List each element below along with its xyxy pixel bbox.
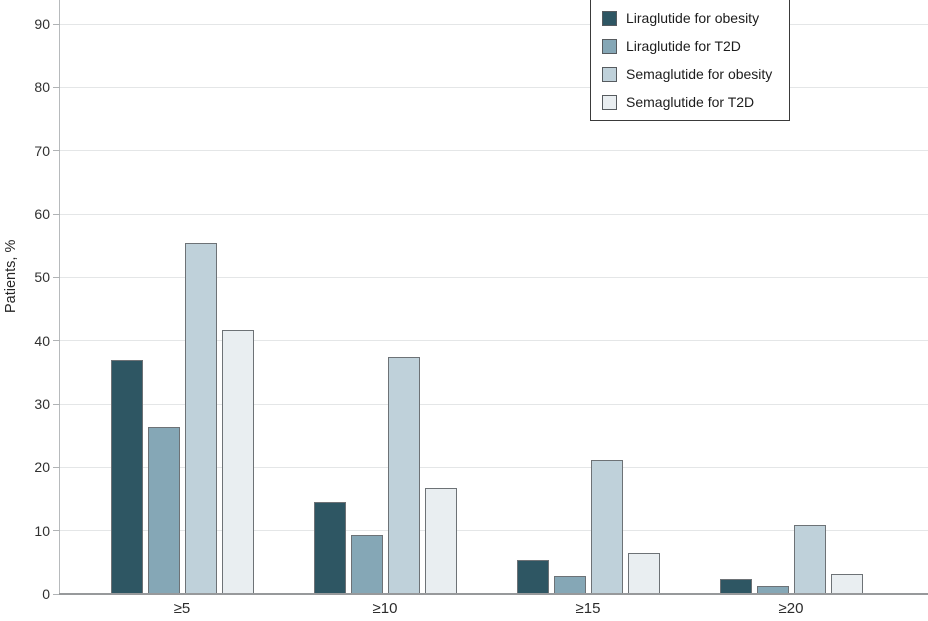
legend-label: Semaglutide for T2D <box>626 94 755 110</box>
y-tick-label: 10 <box>34 522 50 539</box>
legend: Liraglutide for obesity Liraglutide for T… <box>590 0 790 121</box>
y-axis-line <box>58 0 60 594</box>
y-tick-label: 90 <box>34 16 50 32</box>
bar-liraglutide-for-obesity-ge10 <box>313 502 346 594</box>
bar-semaglutide-for-t2d-ge10 <box>424 488 457 594</box>
y-tick-label: 30 <box>34 396 50 412</box>
bar-liraglutide-for-t2d-ge10 <box>350 535 383 594</box>
y-tick-label: 20 <box>34 459 50 476</box>
y-tick-mark <box>53 530 60 532</box>
x-category-label: ≥10 <box>372 600 398 617</box>
bar-liraglutide-for-obesity-ge15 <box>516 560 549 594</box>
gridline <box>60 213 928 215</box>
y-tick-mark <box>53 150 60 152</box>
bar-semaglutide-for-t2d-ge5 <box>221 329 254 594</box>
bar-semaglutide-for-t2d-ge15 <box>627 553 660 594</box>
gridline <box>60 23 928 25</box>
gridline <box>60 466 928 468</box>
legend-swatch <box>602 94 617 110</box>
y-tick-label: 0 <box>42 586 50 602</box>
bar-liraglutide-for-t2d-ge15 <box>553 576 586 594</box>
legend-swatch <box>602 10 617 26</box>
legend-swatch <box>602 38 617 54</box>
gridline <box>60 276 928 278</box>
gridline <box>60 150 928 152</box>
y-tick-label: 40 <box>34 332 50 349</box>
gridline <box>60 340 928 342</box>
legend-label: Liraglutide for obesity <box>626 10 760 26</box>
y-tick-mark <box>53 593 60 595</box>
legend-swatch <box>602 66 617 82</box>
y-tick-mark <box>53 276 60 278</box>
gridline <box>60 86 928 88</box>
gridline <box>60 403 928 405</box>
legend-label: Semaglutide for obesity <box>626 66 773 82</box>
y-tick-mark <box>53 23 60 25</box>
x-category-label: ≥5 <box>173 600 191 617</box>
bar-semaglutide-for-obesity-ge10 <box>387 357 420 594</box>
y-tick-mark <box>53 213 60 215</box>
legend-item: Liraglutide for obesity <box>602 4 781 32</box>
x-category-label: ≥15 <box>575 600 601 617</box>
bar-liraglutide-for-obesity-ge20 <box>719 579 752 594</box>
bar-semaglutide-for-obesity-ge5 <box>184 242 217 594</box>
gridline <box>60 530 928 532</box>
y-tick-label: 80 <box>34 79 50 96</box>
x-category-label: ≥20 <box>778 600 804 617</box>
y-tick-mark <box>53 340 60 342</box>
bar-liraglutide-for-t2d-ge5 <box>147 426 180 594</box>
y-tick-mark <box>53 403 60 405</box>
bar-semaglutide-for-t2d-ge20 <box>830 573 863 594</box>
bar-liraglutide-for-t2d-ge20 <box>756 586 789 594</box>
legend-item: Liraglutide for T2D <box>602 32 781 60</box>
legend-item: Semaglutide for T2D <box>602 88 781 116</box>
y-tick-label: 60 <box>34 206 50 222</box>
x-axis-line <box>58 592 928 595</box>
legend-item: Semaglutide for obesity <box>602 60 781 88</box>
legend-label: Liraglutide for T2D <box>626 38 741 54</box>
y-tick-label: 70 <box>34 142 50 159</box>
y-tick-mark <box>53 86 60 88</box>
bar-semaglutide-for-obesity-ge20 <box>793 524 826 594</box>
bar-semaglutide-for-obesity-ge15 <box>590 459 623 594</box>
y-tick-label: 50 <box>34 269 50 286</box>
bar-liraglutide-for-obesity-ge5 <box>110 359 143 594</box>
y-tick-mark <box>53 466 60 468</box>
